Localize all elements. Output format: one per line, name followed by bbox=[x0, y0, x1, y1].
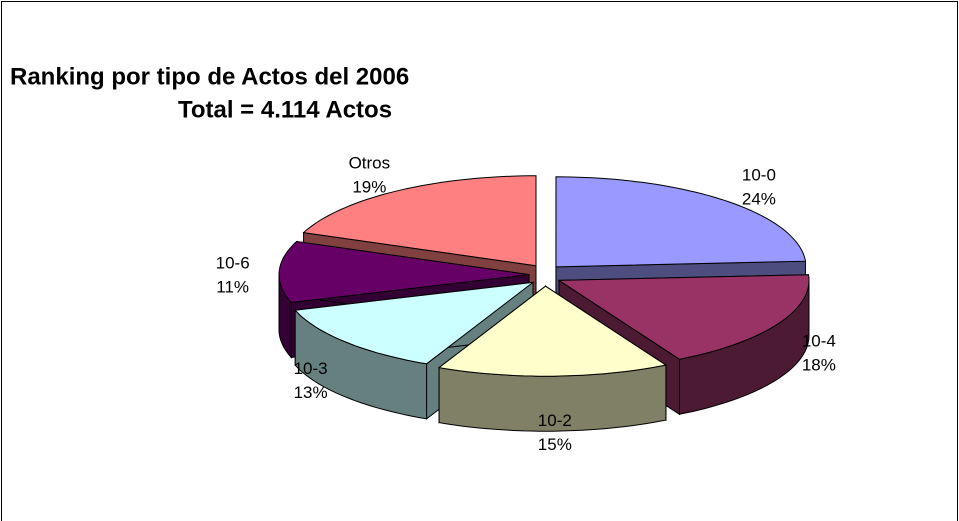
chart-title: Ranking por tipo de Actos del 2006 bbox=[10, 63, 409, 90]
data-label-name: 10-0 bbox=[742, 166, 776, 185]
slice bbox=[302, 175, 537, 267]
slice bbox=[278, 240, 530, 304]
data-label-name: 10-4 bbox=[802, 331, 836, 350]
data-label-value: 13% bbox=[294, 383, 328, 402]
data-label-name: 10-6 bbox=[216, 254, 250, 273]
data-label-value: 18% bbox=[802, 355, 836, 374]
data-label-value: 24% bbox=[742, 190, 776, 209]
data-label-name: 10-3 bbox=[294, 359, 328, 378]
slice bbox=[437, 285, 668, 377]
slice bbox=[557, 274, 810, 360]
slice bbox=[294, 281, 535, 365]
data-label-value: 15% bbox=[538, 435, 572, 454]
data-label-name: Otros bbox=[349, 153, 391, 172]
chart-subtitle: Total = 4.114 Actos bbox=[178, 96, 392, 123]
data-label-name: 10-2 bbox=[538, 411, 572, 430]
slice bbox=[555, 176, 807, 268]
data-label-value: 19% bbox=[352, 177, 386, 196]
data-label-value: 11% bbox=[216, 278, 249, 297]
